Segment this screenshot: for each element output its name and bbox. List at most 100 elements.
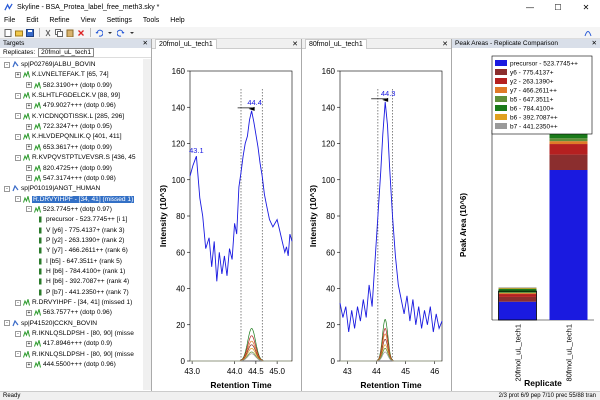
- peak-area-chart[interactable]: Peak Area (10^6) Replicate20fmol_uL_tech1…: [452, 48, 600, 391]
- menu-tools[interactable]: Tools: [142, 17, 160, 24]
- precursor-icon: [34, 339, 41, 348]
- tree-node-precursor[interactable]: +444.5500+++ (dotp 0.96): [26, 359, 116, 369]
- chromatogram-tab-2[interactable]: 80fmol_uL_tech1 ✕: [302, 38, 451, 49]
- x-tick-label: 45: [401, 367, 410, 376]
- integrate-icon[interactable]: [583, 28, 592, 37]
- tree-node-precursor[interactable]: +582.3190++ (dotp 0.99): [26, 80, 112, 90]
- collapse-icon[interactable]: -: [15, 351, 21, 358]
- delete-icon[interactable]: [76, 28, 85, 37]
- y-tick-label: 140: [322, 103, 336, 112]
- legend-label: b6 - 392.7087++: [510, 115, 558, 122]
- collapse-icon[interactable]: -: [4, 185, 10, 192]
- tree-node-peptide[interactable]: - K.HLVDEPQNLIK.Q [401, 411]: [15, 132, 122, 141]
- tree-node-label: sp|P02769|ALBU_BOVIN: [21, 61, 96, 68]
- tree-node-peptide[interactable]: - R.DRVYIHPF - [34, 41] (missed 1): [15, 194, 135, 204]
- transition-icon: [37, 289, 44, 296]
- precursor-trace: [189, 110, 293, 282]
- collapse-icon[interactable]: -: [15, 113, 21, 120]
- tree-node-transition[interactable]: H [b6] - 392.7087++ (rank 4): [37, 277, 129, 286]
- tree-node-precursor[interactable]: +563.7577++ (dotp 0.96): [26, 308, 112, 317]
- new-file-icon[interactable]: [3, 28, 12, 37]
- tree-node-protein[interactable]: - sp|P41520|CCKN_BOVIN: [4, 319, 97, 328]
- target-tree[interactable]: - sp|P02769|ALBU_BOVIN + K.LVNELTEFAK.T [65…: [0, 59, 151, 390]
- tree-node-peptide[interactable]: - K.SLHTLFGDELCK.V [88, 99]: [15, 90, 120, 100]
- precursor-icon: [34, 142, 41, 151]
- copy-icon[interactable]: [54, 28, 63, 37]
- expand-icon[interactable]: +: [26, 123, 32, 130]
- collapse-icon[interactable]: -: [15, 92, 21, 99]
- tree-node-transition[interactable]: P [y2] - 263.1390+ (rank 2): [37, 236, 125, 245]
- collapse-icon[interactable]: -: [15, 154, 21, 161]
- chromatogram-graph-1[interactable]: 160 140 120 100 80 60 40 20 043.0 44.0 44.5 45.0 Ret…: [152, 49, 302, 391]
- save-icon[interactable]: [25, 28, 34, 37]
- tree-node-precursor[interactable]: +479.9027+++ (dotp 0.96): [26, 101, 116, 110]
- collapse-icon[interactable]: -: [26, 206, 32, 213]
- collapse-icon[interactable]: -: [15, 196, 21, 203]
- tree-node-peptide[interactable]: - K.YICDNQDTISSK.L [285, 296]: [15, 111, 124, 121]
- tree-node-peptide[interactable]: - R.DRVYIHPF - [34, 41] (missed 1): [15, 297, 132, 307]
- expand-icon[interactable]: +: [26, 82, 32, 89]
- collapse-icon[interactable]: -: [4, 61, 10, 68]
- chromatogram-tab-1[interactable]: 20fmol_uL_tech1 ✕: [152, 38, 301, 49]
- tree-node-transition[interactable]: H [b6] - 784.4100+ (rank 1): [37, 267, 125, 276]
- expand-icon[interactable]: +: [26, 309, 32, 316]
- minimize-button[interactable]: —: [526, 2, 534, 12]
- tree-node-precursor[interactable]: +653.3617++ (dotp 0.99): [26, 142, 112, 152]
- legend-label: b6 - 784.4100+: [510, 106, 554, 113]
- tree-node-label: 722.3247++ (dotp 0.95): [43, 123, 112, 131]
- menu-edit[interactable]: Edit: [26, 17, 39, 24]
- collapse-icon[interactable]: -: [4, 320, 10, 327]
- tree-node-label: K.SLHTLFGDELCK.V [88, 99]: [32, 92, 120, 100]
- open-folder-icon[interactable]: [14, 28, 23, 37]
- tree-node-transition[interactable]: precursor - 523.7745++ [i 1]: [37, 215, 127, 224]
- tree-node-precursor[interactable]: +547.3174+++ (dotp 0.98): [26, 173, 116, 183]
- close-pane-icon[interactable]: ✕: [142, 40, 148, 47]
- paste-icon[interactable]: [65, 28, 74, 37]
- collapse-icon[interactable]: -: [15, 330, 21, 337]
- close-button[interactable]: ✕: [582, 2, 590, 12]
- expand-icon[interactable]: +: [26, 175, 32, 182]
- tree-scrollbar[interactable]: [143, 59, 151, 390]
- tree-node-protein[interactable]: - sp|P02769|ALBU_BOVIN: [4, 60, 96, 69]
- expand-icon[interactable]: +: [15, 71, 21, 78]
- maximize-button[interactable]: ☐: [554, 2, 562, 12]
- close-pane-icon[interactable]: ✕: [442, 41, 448, 48]
- undo-dropdown-icon[interactable]: [105, 28, 114, 37]
- tree-node-protein[interactable]: - sp|P01019|ANGT_HUMAN: [4, 184, 100, 193]
- tree-node-peptide[interactable]: - R.IKNLQSLDPSH - [80, 90] (misse: [15, 328, 134, 338]
- expand-icon[interactable]: +: [26, 340, 32, 347]
- tree-node-precursor[interactable]: +417.8946+++ (dotp 0.9): [26, 339, 112, 348]
- redo-icon[interactable]: [116, 28, 125, 37]
- collapse-icon[interactable]: -: [15, 133, 21, 140]
- expand-icon[interactable]: +: [26, 144, 32, 151]
- expand-icon[interactable]: +: [26, 165, 32, 171]
- tree-node-peptide[interactable]: - R.IKNLQSLDPSH - [80, 90] (misse: [15, 349, 134, 359]
- tree-node-peptide[interactable]: + K.LVNELTEFAK.T [65, 74]: [15, 70, 109, 79]
- tree-node-precursor[interactable]: +820.4725++ (dotp 0.99): [26, 163, 112, 173]
- replicate-select[interactable]: 20fmol_uL_tech1: [38, 48, 95, 57]
- close-pane-icon[interactable]: ✕: [292, 41, 298, 48]
- menu-settings[interactable]: Settings: [106, 17, 132, 24]
- tree-node-transition[interactable]: P [b7] - 441.2350++ (rank 7): [37, 288, 129, 297]
- menu-refine[interactable]: Refine: [49, 17, 70, 24]
- menu-view[interactable]: View: [80, 17, 96, 24]
- expand-icon[interactable]: +: [26, 102, 32, 109]
- replicates-label: Replicates:: [3, 49, 36, 56]
- expand-icon[interactable]: +: [26, 361, 32, 368]
- close-pane-icon[interactable]: ✕: [591, 40, 597, 47]
- tree-node-precursor[interactable]: +722.3247++ (dotp 0.95): [26, 121, 112, 131]
- undo-icon[interactable]: [94, 28, 103, 37]
- menu-file[interactable]: File: [4, 17, 16, 24]
- tree-node-transition[interactable]: Y [y7] - 466.2611++ (rank 6): [37, 246, 128, 255]
- targets-header: Targets ✕: [0, 39, 151, 48]
- tree-node-peptide[interactable]: - R.KVPQVSTPTLVEVSR.S [436, 45: [15, 152, 136, 162]
- menu-help[interactable]: Help: [170, 17, 185, 24]
- chromatogram-graph-2[interactable]: 160 140 120 100 80 60 40 20 0 43 44 45 46 Retention T…: [302, 49, 452, 391]
- tree-node-transition[interactable]: V [y6] - 775.4137+ (rank 3): [37, 226, 125, 235]
- tree-node-precursor[interactable]: - 523.7745++ (dotp 0.97): [26, 204, 112, 214]
- cut-icon[interactable]: [43, 28, 52, 37]
- tree-node-transition[interactable]: I [b5] - 647.3511+ (rank 5): [37, 257, 122, 266]
- redo-dropdown-icon[interactable]: [127, 28, 136, 37]
- collapse-icon[interactable]: -: [15, 299, 21, 306]
- bar-segment: [498, 293, 537, 295]
